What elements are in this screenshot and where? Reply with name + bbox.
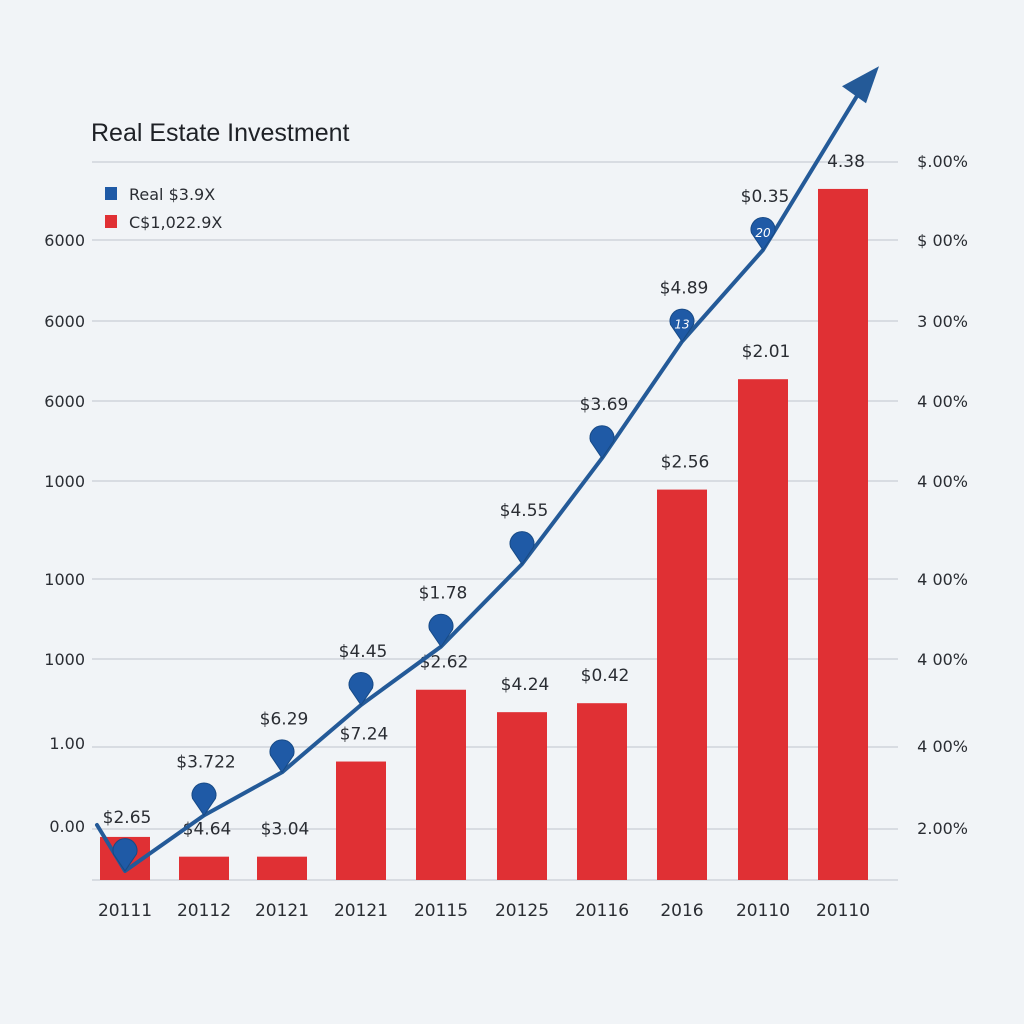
bar [416,689,466,880]
left-axis-tick-label: 0.00 [49,817,85,836]
bar [738,379,788,880]
right-axis-tick-label: 4 00% [917,737,968,756]
line-data-label: $3.722 [176,752,235,772]
bar-data-label: $7.24 [340,725,389,745]
line-data-label: $2.65 [103,808,152,828]
bar [179,856,229,880]
map-pin-marker-icon [112,838,138,872]
map-pin-marker-icon [348,672,374,706]
x-axis-tick-label: 20110 [816,901,870,921]
map-pin-marker-icon [509,531,535,565]
bar-data-label: $2.62 [420,653,469,673]
bar-data-labels: $4.64 $3.04 $7.24 $2.62 $4.24 $0.42 $2.56 $2.01… [183,152,865,840]
bar-data-label: $4.64 [183,820,232,840]
left-axis-tick-label: 1000 [44,650,85,669]
x-axis-tick-label: 20121 [334,901,388,921]
bar-data-label: 4.38 [827,152,865,172]
bar-data-label: $2.01 [742,342,791,362]
line-data-label: $1.78 [419,584,468,604]
x-axis-tick-label: 20112 [177,901,231,921]
map-pin-marker-icon [669,308,695,343]
x-axis-tick-label: 20121 [255,901,309,921]
line-data-label: $0.35 [741,187,790,207]
line-data-label: $4.55 [500,501,549,521]
right-axis-tick-label: 4 00% [917,472,968,491]
legend-swatch-bar [105,215,117,228]
left-axis-tick-label: 1000 [44,472,85,491]
line-markers: 13 20 [112,217,776,872]
bar-series [100,188,868,881]
right-axis-tick-label: 4 00% [917,650,968,669]
x-axis-tick-label: 20116 [575,901,629,921]
right-axis-tick-label: $ 00% [917,231,968,250]
left-axis-tick-label: 1000 [44,570,85,589]
arrowhead-icon [842,66,879,104]
left-axis-tick-label: 6000 [44,231,85,250]
legend-label-bar: C$1,022.9X [129,213,222,232]
bar-data-label: $0.42 [581,666,630,686]
left-axis-tick-label: 6000 [44,392,85,411]
legend-label-line: Real $3.9X [129,185,215,204]
bar [336,761,386,880]
bar [577,703,627,880]
x-axis-tick-label: 20115 [414,901,468,921]
bar [818,188,868,881]
left-axis-tick-label: 6000 [44,312,85,331]
x-axis-tick-label: 2016 [660,901,703,921]
right-axis: $.00% $ 00% 3 00% 4 00% 4 00% 4 00% 4 00% 4 00%… [917,152,968,838]
legend: Real $3.9X C$1,022.9X [105,185,222,232]
marker-label: 13 [674,318,689,332]
left-axis: 6000 6000 6000 1000 1000 1000 1.00 0.00 [44,231,85,836]
left-axis-tick-label: 1.00 [49,734,85,753]
right-axis-tick-label: 4 00% [917,570,968,589]
x-axis: 20111 20112 20121 20121 20115 20125 20116 2016 2… [98,901,870,921]
bar-data-label: $4.24 [501,675,550,695]
bar-data-label: $3.04 [261,820,310,840]
right-axis-tick-label: 4 00% [917,392,968,411]
line-data-label: $4.89 [660,279,709,299]
line-data-label: $4.45 [339,642,388,662]
right-axis-tick-label: 2.00% [917,819,968,838]
bar [257,856,307,880]
map-pin-marker-icon [428,613,454,648]
legend-swatch-line [105,187,117,200]
right-axis-tick-label: 3 00% [917,312,968,331]
map-pin-marker-icon [269,739,295,774]
marker-label: 20 [755,226,771,240]
map-pin-marker-icon [589,425,615,460]
bar-data-label: $2.56 [661,453,710,473]
line-data-labels: $2.65 $3.722 $6.29 $4.45 $1.78 $4.55 $3.69 $4.8… [103,187,790,828]
x-axis-tick-label: 20110 [736,901,790,921]
line-data-label: $3.69 [580,395,629,415]
map-pin-marker-icon [191,782,217,817]
bar [497,712,547,880]
bar [657,489,707,880]
x-axis-tick-label: 20111 [98,901,152,921]
line-data-label: $6.29 [260,709,309,729]
x-axis-tick-label: 20125 [495,901,549,921]
right-axis-tick-label: $.00% [917,152,968,171]
map-pin-marker-icon [750,217,776,251]
chart-title: Real Estate Investment [91,119,350,147]
